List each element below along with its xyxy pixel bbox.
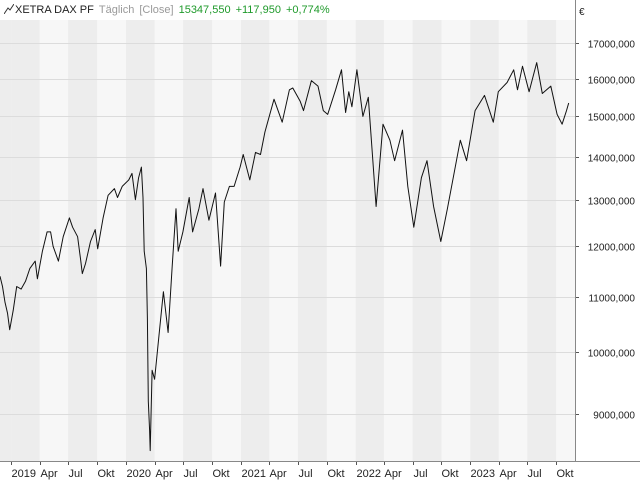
x-tick-label: Jul	[184, 468, 198, 480]
x-tick-label: Okt	[328, 468, 345, 480]
quarter-band	[470, 20, 499, 461]
quarter-band	[11, 20, 40, 461]
quarter-band	[412, 20, 442, 461]
change-percent: +0,774%	[285, 4, 330, 16]
y-tick-label: 16000,000	[588, 76, 636, 87]
quarter-band	[0, 20, 12, 461]
x-tick-label: 2019	[12, 468, 36, 480]
y-tick-label: 14000,000	[588, 154, 636, 165]
y-tick-label: 15000,000	[588, 113, 636, 124]
x-axis: 2019 Apr Jul Okt 2020 Apr Jul Okt 2021 Apr Jul Okt 2…	[11, 461, 574, 480]
y-tick-label: 17000,000	[588, 40, 636, 51]
quarter-band	[527, 20, 557, 461]
x-tick-label: Okt	[98, 468, 115, 480]
x-tick-label: 2020	[127, 468, 151, 480]
interval-label: Täglich	[98, 4, 135, 16]
x-tick-label: Okt	[557, 468, 574, 480]
line-chart-icon	[4, 4, 14, 14]
price-type-label: [Close]	[139, 4, 174, 16]
quarter-band	[240, 20, 270, 461]
x-tick-label: 2021	[242, 468, 266, 480]
chart-series	[0, 62, 570, 452]
x-tick-label: Jul	[69, 468, 83, 480]
chart-header: XETRA DAX PF Täglich [Close] 15347,550 +117,…	[4, 3, 335, 17]
last-price: 15347,550	[178, 4, 231, 16]
quarter-band	[355, 20, 384, 461]
quarter-bands	[0, 20, 575, 461]
quarter-band	[68, 20, 98, 461]
y-axis-currency-label: €	[579, 7, 585, 18]
x-tick-label: Jul	[299, 468, 313, 480]
y-axis: € 9000,000 10000,000 11000,000 12000,000 130…	[0, 0, 640, 462]
x-tick-label: Apr	[500, 468, 517, 480]
x-tick-label: Apr	[156, 468, 173, 480]
chart-gridlines	[0, 43, 575, 415]
x-tick-label: 2023	[471, 468, 495, 480]
y-tick-label: 9000,000	[593, 411, 635, 422]
change-absolute: +117,950	[235, 4, 281, 16]
x-tick-label: Okt	[442, 468, 459, 480]
series-line	[0, 62, 570, 452]
instrument-name: XETRA DAX PF	[15, 4, 94, 16]
quarter-band	[125, 20, 155, 461]
y-tick-label: 13000,000	[588, 197, 636, 208]
x-tick-label: Okt	[213, 468, 230, 480]
x-tick-label: Jul	[414, 468, 428, 480]
y-tick-label: 10000,000	[588, 349, 636, 360]
x-tick-label: 2022	[357, 468, 381, 480]
x-tick-label: Apr	[41, 468, 58, 480]
y-tick-label: 11000,000	[588, 294, 635, 305]
quarter-band	[183, 20, 213, 461]
y-tick-label: 12000,000	[588, 243, 636, 254]
x-tick-label: Apr	[270, 468, 287, 480]
x-tick-label: Jul	[528, 468, 542, 480]
quarter-band	[297, 20, 327, 461]
x-tick-label: Apr	[385, 468, 402, 480]
